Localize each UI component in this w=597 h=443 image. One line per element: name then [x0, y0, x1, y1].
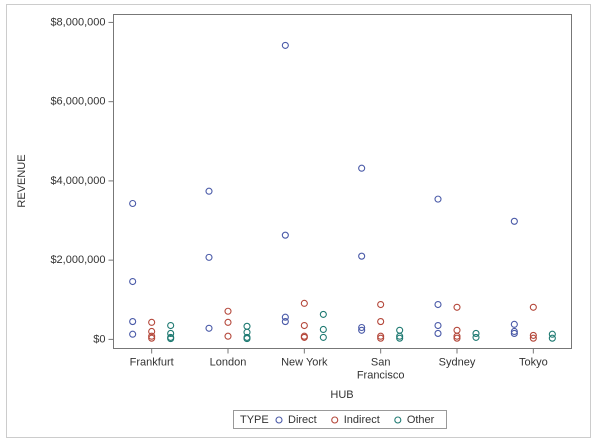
point — [319, 333, 327, 341]
x-tick-label: London — [210, 356, 247, 368]
point — [377, 332, 385, 340]
y-tick-label: $0 — [93, 333, 105, 345]
legend-title: TYPE — [240, 414, 269, 426]
point — [281, 318, 289, 326]
point — [548, 334, 556, 342]
point — [300, 321, 308, 330]
point — [434, 195, 442, 203]
point — [434, 329, 442, 337]
x-axis-label: HUB — [330, 389, 353, 401]
point — [377, 334, 385, 342]
point — [148, 318, 156, 326]
point — [205, 324, 213, 332]
point — [224, 332, 232, 340]
point — [472, 329, 480, 337]
point — [243, 335, 251, 343]
point — [358, 164, 366, 172]
point — [510, 329, 518, 337]
y-tick-label: $8,000,000 — [50, 16, 105, 28]
point — [358, 326, 366, 334]
point — [529, 334, 537, 342]
point — [148, 334, 156, 342]
point — [167, 329, 175, 337]
point — [377, 318, 385, 326]
point — [129, 330, 137, 338]
x-tick-label: Sydney — [439, 356, 476, 368]
point — [529, 331, 537, 339]
point — [358, 323, 366, 332]
point — [358, 252, 366, 260]
point — [129, 318, 137, 326]
point — [224, 318, 232, 326]
chart-frame — [6, 4, 591, 438]
point — [167, 335, 175, 343]
point — [377, 300, 385, 309]
point — [281, 41, 289, 49]
x-tick-label: New York — [281, 356, 328, 368]
x-tick-label: Frankfurt — [130, 356, 174, 368]
point — [148, 332, 156, 340]
point — [205, 187, 213, 195]
point — [453, 334, 461, 342]
point — [510, 327, 518, 336]
point — [281, 231, 289, 239]
point — [281, 313, 289, 321]
legend-marker — [331, 416, 339, 424]
point — [453, 303, 461, 311]
point — [300, 333, 308, 341]
point — [129, 277, 137, 286]
y-axis-label: REVENUE — [16, 154, 28, 207]
y-tick-label: $2,000,000 — [50, 254, 105, 266]
legend-label: Direct — [288, 414, 317, 426]
point — [510, 217, 518, 225]
point — [319, 325, 327, 334]
point — [453, 332, 461, 340]
legend-marker — [275, 416, 283, 424]
point — [434, 321, 442, 330]
y-tick-label: $6,000,000 — [50, 96, 105, 108]
legend-label: Indirect — [344, 414, 380, 426]
point — [510, 320, 518, 328]
x-tick-label: Tokyo — [519, 356, 548, 368]
point — [129, 199, 137, 208]
point — [319, 310, 327, 318]
point — [396, 334, 404, 342]
point — [548, 330, 556, 338]
y-tick-label: $4,000,000 — [50, 175, 105, 187]
point — [529, 303, 537, 311]
point — [167, 321, 175, 330]
point — [224, 307, 232, 315]
plot-frame — [113, 14, 572, 349]
point — [205, 253, 213, 261]
point — [472, 333, 480, 341]
legend-box — [233, 410, 447, 429]
point — [300, 299, 308, 307]
point — [396, 332, 404, 340]
point — [148, 327, 156, 336]
point — [434, 300, 442, 309]
x-tick-label: San Francisco — [357, 356, 405, 381]
legend-marker — [394, 416, 402, 424]
legend-label: Other — [407, 414, 435, 426]
